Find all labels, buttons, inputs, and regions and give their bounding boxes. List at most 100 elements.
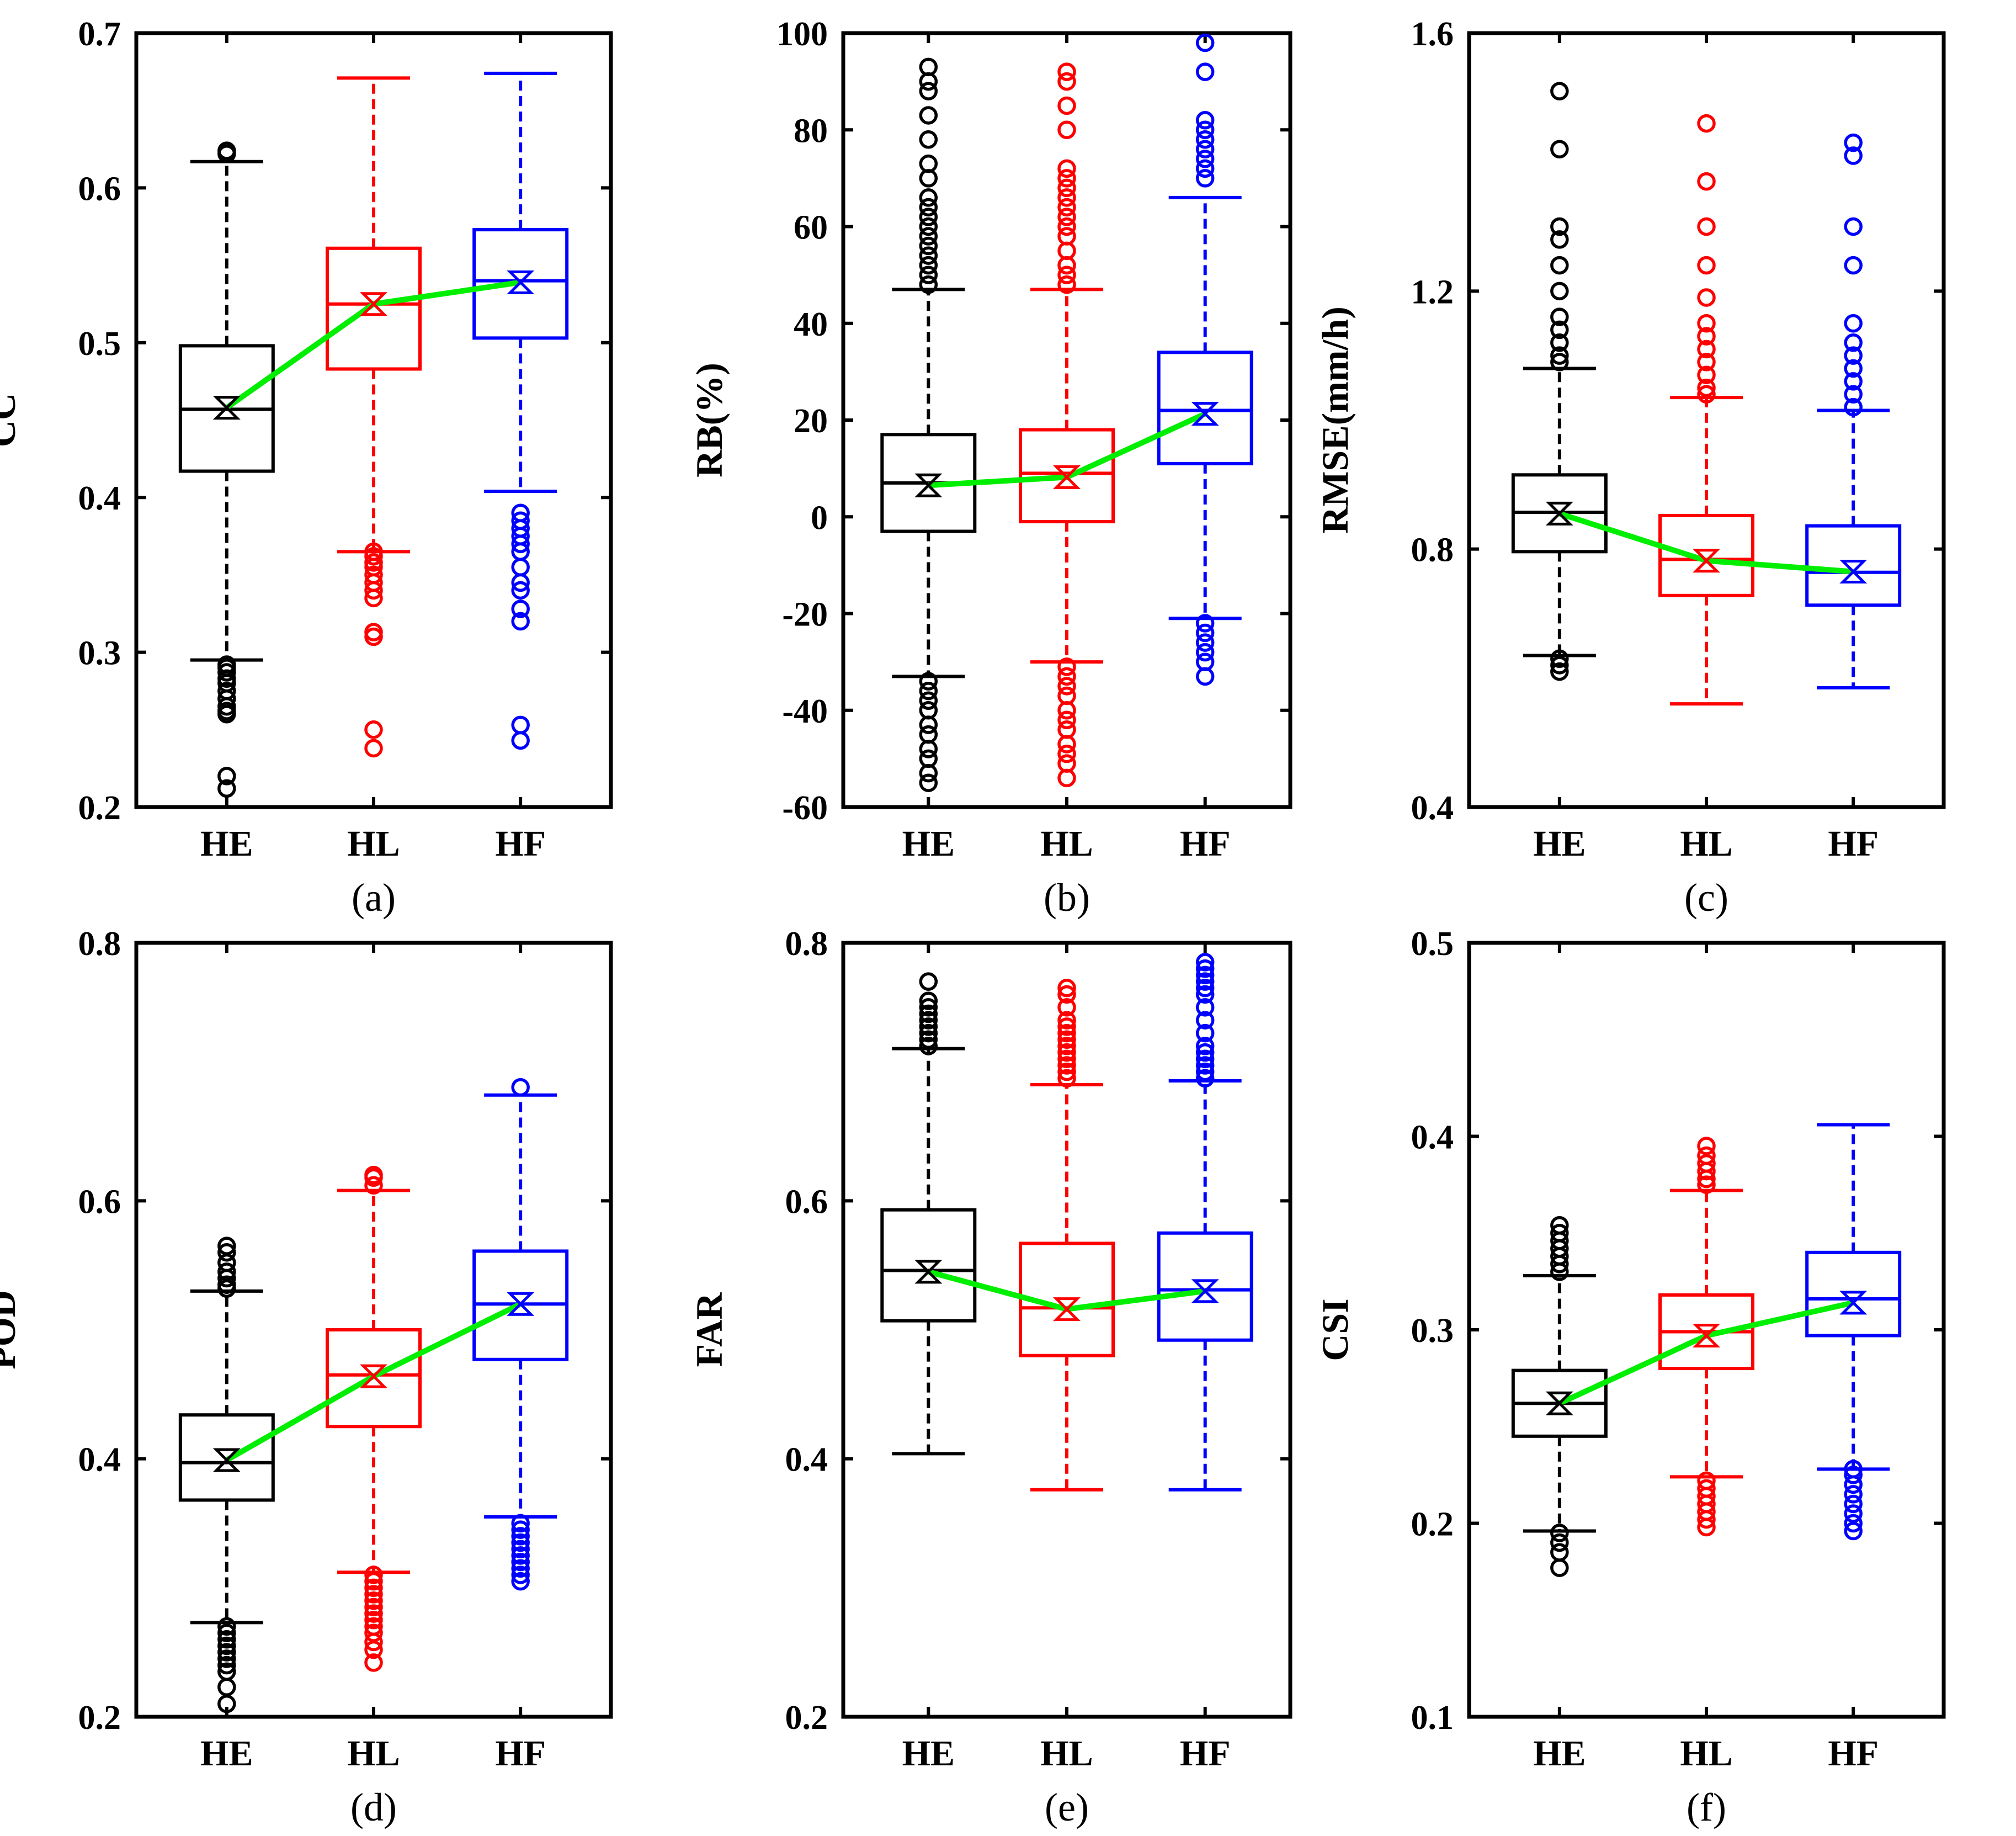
y-axis-label: POD xyxy=(0,1290,23,1370)
mean-marker-hl xyxy=(359,1364,388,1388)
x-tick-label-hl: HL xyxy=(1040,824,1093,864)
y-axis-label: CSI xyxy=(1314,1298,1356,1361)
outlier-point xyxy=(1195,62,1215,81)
outlier-point xyxy=(511,1546,530,1565)
y-axis-label: CC xyxy=(0,393,23,447)
outlier-point xyxy=(1697,114,1716,133)
x-tick-label-hf: HF xyxy=(1828,1733,1879,1774)
y-tick-label: 1.2 xyxy=(1411,273,1454,311)
outlier-point xyxy=(1550,320,1569,339)
iqr-box xyxy=(1157,1231,1253,1342)
iqr-box xyxy=(1658,513,1754,597)
panel-caption: (b) xyxy=(1044,875,1090,920)
outlier-point xyxy=(1057,710,1076,730)
outlier-point xyxy=(364,1623,383,1642)
y-tick-label: 0.8 xyxy=(1411,532,1454,569)
outlier-point xyxy=(1057,1049,1076,1069)
outlier-point xyxy=(364,1611,383,1630)
x-tick-label-hf: HF xyxy=(1180,1733,1231,1774)
box-hf xyxy=(1805,1123,1902,1541)
mean-marker-hf xyxy=(1839,1291,1868,1315)
outlier-point xyxy=(217,1237,236,1255)
outlier-point xyxy=(511,1520,530,1539)
outlier-point xyxy=(1057,96,1076,115)
box-he xyxy=(880,972,977,1456)
box-he xyxy=(178,141,275,798)
outlier-point xyxy=(364,1578,383,1598)
iqr-box xyxy=(1805,524,1902,607)
panel-c: 0.4 0.8 1.2 1.6 RMSE(mm/h) HE HL HF (c) xyxy=(1314,15,1946,920)
y-tick-label: 0.7 xyxy=(78,15,121,53)
x-tick-label-he: HE xyxy=(902,1733,955,1774)
outlier-point xyxy=(1844,133,1863,152)
outlier-point xyxy=(364,1165,383,1185)
outlier-point xyxy=(217,1617,236,1636)
y-tick-label: 80 xyxy=(794,112,828,150)
outlier-point xyxy=(1550,1224,1569,1243)
mean-marker-hl xyxy=(1692,1324,1721,1348)
y-axis-label: RB(%) xyxy=(688,363,730,477)
outlier-point xyxy=(364,720,383,739)
outlier-point xyxy=(217,141,236,160)
box-hl xyxy=(326,1165,422,1672)
y-tick-label: 0.5 xyxy=(78,325,121,363)
outlier-point xyxy=(1550,1524,1569,1542)
box-hl xyxy=(326,76,422,758)
outlier-point xyxy=(217,1649,236,1668)
outlier-point xyxy=(1844,397,1863,417)
outlier-point xyxy=(1195,614,1215,633)
x-tick-label-hf: HF xyxy=(1180,824,1231,864)
outlier-point xyxy=(1697,217,1716,236)
outlier-point xyxy=(1550,1216,1569,1235)
mean-marker-he xyxy=(914,473,943,497)
outlier-point xyxy=(1697,1146,1716,1165)
mean-marker-hf xyxy=(507,1292,535,1316)
outlier-point xyxy=(1057,188,1076,207)
outlier-point xyxy=(919,275,938,294)
outlier-point xyxy=(1697,1154,1716,1173)
outlier-point xyxy=(919,749,938,768)
x-tick-label-he: HE xyxy=(902,824,955,864)
box-hf xyxy=(472,71,569,750)
panel-caption: (c) xyxy=(1684,875,1728,920)
outlier-point xyxy=(1697,385,1716,404)
outlier-point xyxy=(1697,378,1716,397)
y-tick-label: 0 xyxy=(811,499,828,537)
mean-marker-hf xyxy=(1839,560,1868,584)
outlier-point xyxy=(1057,1069,1076,1088)
outlier-point xyxy=(217,779,236,798)
outlier-point xyxy=(1057,217,1076,236)
outlier-point xyxy=(1697,288,1716,307)
outlier-point xyxy=(217,1662,236,1681)
outlier-point xyxy=(364,1617,383,1636)
outlier-point xyxy=(1057,1017,1076,1036)
outlier-point xyxy=(1844,314,1863,333)
outlier-point xyxy=(364,1653,383,1672)
outlier-point xyxy=(919,681,938,701)
outlier-point xyxy=(364,739,383,758)
x-tick-label-hl: HL xyxy=(1680,824,1732,864)
outlier-point xyxy=(1195,1037,1215,1055)
outlier-point xyxy=(1195,1023,1215,1043)
outlier-point xyxy=(919,130,938,149)
y-tick-label: 0.3 xyxy=(78,635,121,672)
outlier-point xyxy=(919,773,938,792)
outlier-point xyxy=(1057,1030,1076,1049)
box-he xyxy=(1511,1216,1608,1577)
panel-caption: (f) xyxy=(1687,1785,1726,1829)
outlier-point xyxy=(511,612,530,631)
mean-marker-he xyxy=(212,1448,241,1472)
outlier-point xyxy=(1844,1466,1863,1484)
outlier-point xyxy=(217,1655,236,1675)
outlier-point xyxy=(1550,353,1569,372)
y-tick-label: 0.6 xyxy=(785,1183,828,1221)
outlier-point xyxy=(919,725,938,744)
outlier-point xyxy=(1550,1533,1569,1552)
box-hl xyxy=(1019,979,1115,1492)
outlier-point xyxy=(364,565,383,585)
x-tick-label-he: HE xyxy=(200,824,253,864)
outlier-point xyxy=(919,227,938,246)
y-tick-label: 100 xyxy=(776,15,828,53)
outlier-point xyxy=(1195,623,1215,643)
outlier-point xyxy=(1550,230,1569,249)
